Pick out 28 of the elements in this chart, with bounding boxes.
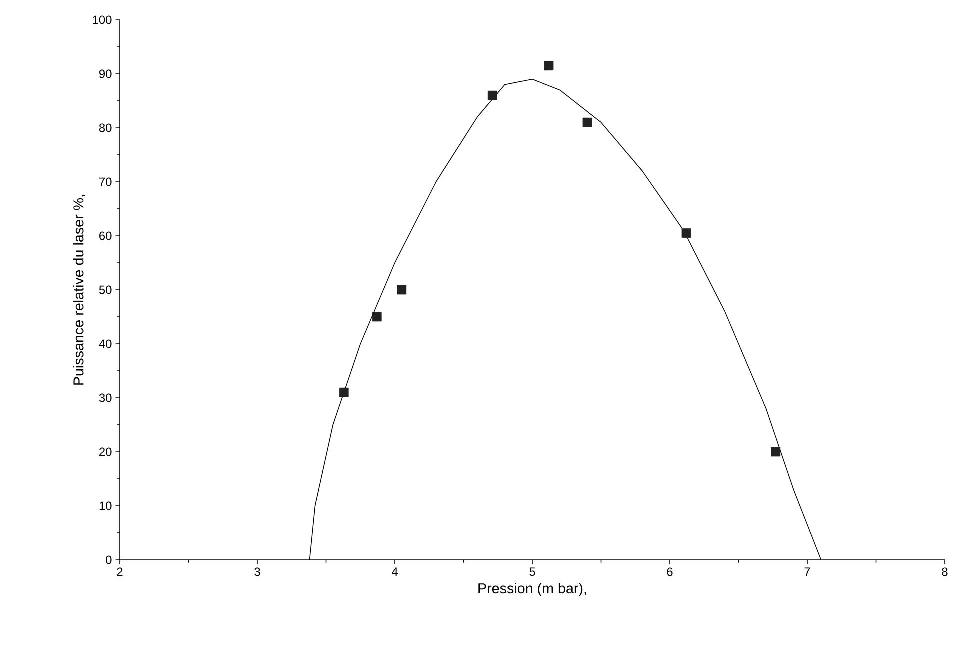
point [397, 285, 407, 295]
y-tick-label: 40 [99, 340, 112, 348]
y-tick-label: 30 [99, 394, 112, 402]
x-tick-label: 8 [942, 568, 948, 576]
point [771, 447, 781, 457]
y-tick-label: 50 [99, 286, 112, 294]
y-tick-label: 10 [100, 502, 112, 510]
point [544, 61, 554, 71]
point [682, 228, 692, 238]
x-tick-label: 5 [530, 568, 536, 576]
x-tick-label: 2 [117, 568, 123, 576]
y-tick-label: 0 [106, 556, 112, 564]
x-tick-label: 3 [254, 568, 260, 576]
y-axis-title: Puissance relative du laser %, [73, 195, 86, 385]
y-tick-label: 90 [99, 70, 112, 78]
y-tick-label: 100 [93, 16, 112, 24]
y-tick-label: 20 [100, 448, 112, 456]
y-tick-label: 60 [100, 232, 112, 240]
point [339, 388, 349, 398]
x-axis-title: Pression (m bar), [478, 583, 586, 596]
point [372, 312, 382, 322]
point [488, 90, 498, 100]
point [582, 118, 592, 128]
y-tick-label: 80 [99, 124, 112, 132]
x-tick-label: 4 [392, 568, 398, 576]
x-tick-label: 7 [804, 568, 810, 576]
y-tick-label: 70 [100, 178, 112, 186]
x-tick-label: 6 [667, 568, 673, 576]
